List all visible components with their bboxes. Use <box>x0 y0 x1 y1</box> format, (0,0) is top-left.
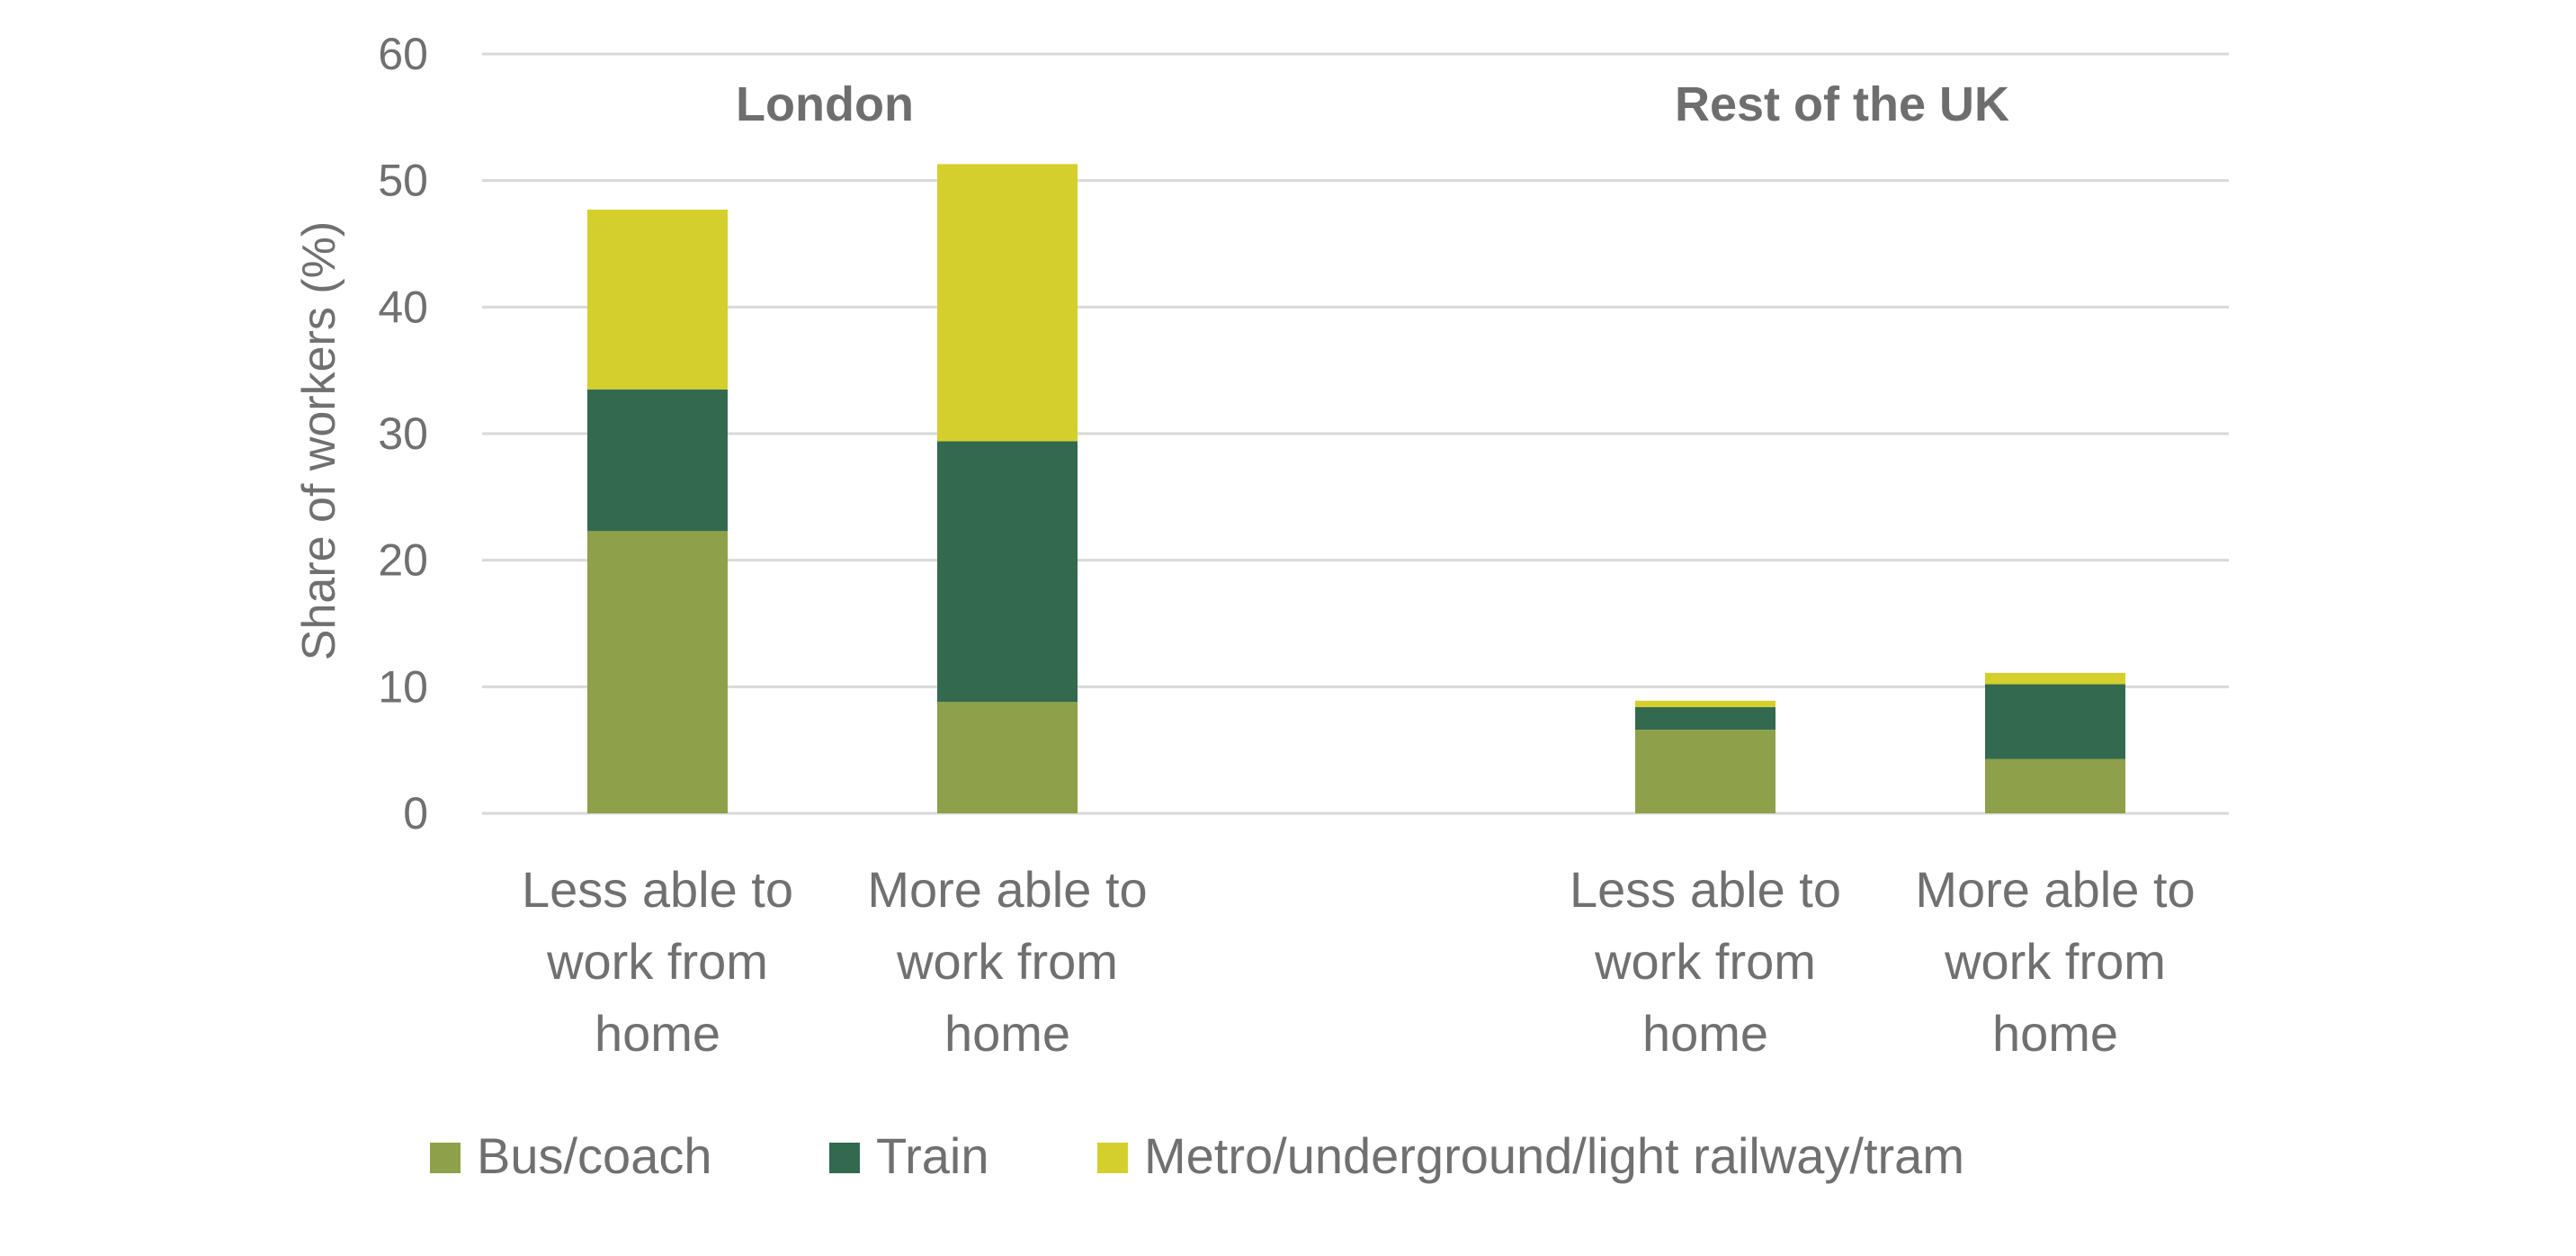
category-label-4-line-2: work from <box>1944 933 2166 990</box>
y-tick-label-20: 20 <box>378 535 428 586</box>
bar-segment-2-series-1 <box>937 702 1078 813</box>
bar-segment-1-series-1 <box>587 531 728 813</box>
category-label-1-line-1: Less able to <box>522 861 793 918</box>
bar-segment-2-series-2 <box>937 441 1078 703</box>
category-label-3-line-2: work from <box>1594 933 1816 990</box>
legend-label-3: Metro/underground/light railway/tram <box>1144 1127 1964 1184</box>
group-label-2: Rest of the UK <box>1675 77 2009 131</box>
category-label-1-line-2: work from <box>546 933 768 990</box>
legend-swatch-1 <box>430 1143 461 1173</box>
bar-segment-4-series-2 <box>1985 684 2125 759</box>
group-label-1: London <box>736 77 914 131</box>
category-label-2-line-1: More able to <box>867 861 1147 918</box>
y-tick-label-40: 40 <box>378 282 428 332</box>
y-axis-title: Share of workers (%) <box>293 221 345 660</box>
legend: Bus/coach Train Metro/underground/light ra… <box>430 1127 1964 1184</box>
legend-label-2: Train <box>876 1127 989 1184</box>
bar-segment-4-series-3 <box>1985 672 2125 685</box>
category-label-2-line-2: work from <box>896 933 1118 990</box>
legend-swatch-3 <box>1097 1143 1128 1173</box>
category-label-1-line-3: home <box>595 1005 720 1062</box>
category-label-3-line-3: home <box>1642 1005 1768 1062</box>
bars <box>587 164 2125 813</box>
bar-segment-4-series-1 <box>1985 758 2125 813</box>
y-tick-label-50: 50 <box>378 156 428 206</box>
group-labels: London Rest of the UK <box>736 77 2009 131</box>
y-tick-label-60: 60 <box>378 29 428 79</box>
category-label-2-line-3: home <box>944 1005 1070 1062</box>
y-axis-ticks: 0 10 20 30 40 50 60 <box>378 29 428 839</box>
legend-swatch-2 <box>829 1143 860 1173</box>
bar-segment-3-series-1 <box>1635 730 1775 813</box>
category-label-4-line-3: home <box>1992 1005 2118 1062</box>
bar-segment-3-series-2 <box>1635 706 1775 731</box>
bar-segment-1-series-3 <box>587 210 728 390</box>
legend-label-1: Bus/coach <box>477 1127 712 1184</box>
y-tick-label-0: 0 <box>403 788 428 839</box>
bar-segment-2-series-3 <box>937 164 1078 442</box>
category-label-4-line-1: More able to <box>1915 861 2195 918</box>
category-label-3-line-1: Less able to <box>1570 861 1841 918</box>
category-labels: Less able to work from home More able to wor… <box>522 861 2196 1062</box>
bar-segment-3-series-3 <box>1635 700 1775 707</box>
y-tick-label-30: 30 <box>378 408 428 459</box>
y-tick-label-10: 10 <box>378 661 428 712</box>
gridlines <box>482 52 2229 815</box>
bar-segment-1-series-2 <box>587 389 728 532</box>
